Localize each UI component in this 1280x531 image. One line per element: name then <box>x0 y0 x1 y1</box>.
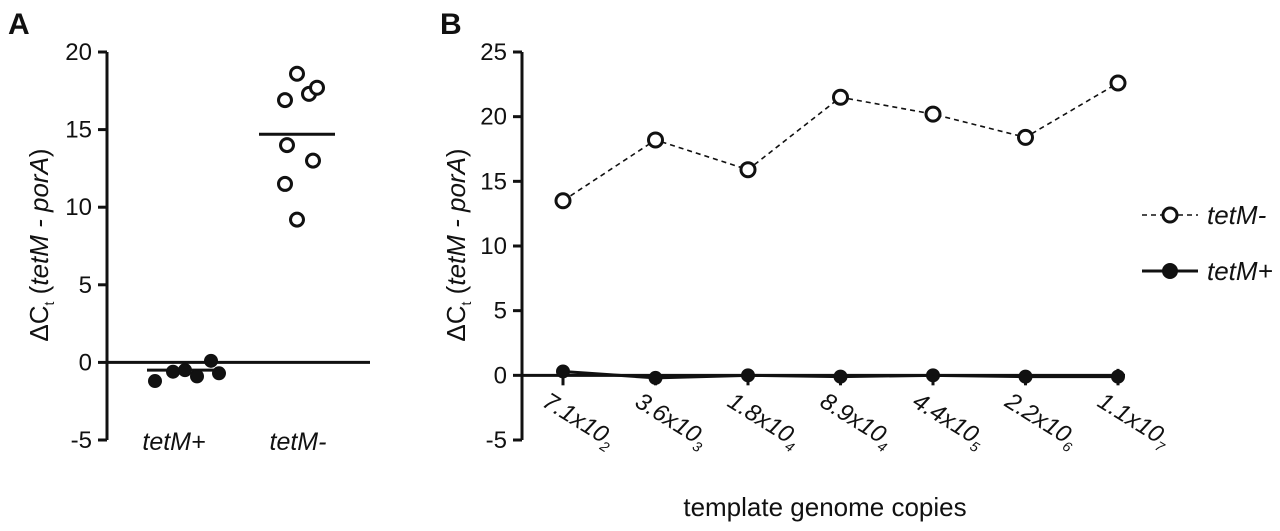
legend: tetM- tetM+ <box>1142 200 1273 286</box>
panel-a-y-tick-label: 10 <box>65 194 92 221</box>
panel-b-x-tick-label: 8.9x104 <box>814 388 898 456</box>
data-point-tetm-plus <box>178 363 192 378</box>
category-label-tetm-minus: tetM- <box>270 428 327 456</box>
panel-b-x-tick-label: 4.4x105 <box>906 388 990 456</box>
data-point-tetm-minus <box>289 65 305 82</box>
panel-b-y-ticks: -5 0 5 10 15 20 25 <box>480 39 522 454</box>
panel-b-label: B <box>440 8 462 41</box>
data-point-tetm-plus <box>148 374 162 389</box>
panel-a-y-tick-label: 5 <box>79 272 92 299</box>
panel-b-x-tick-label: 2.2x106 <box>998 387 1083 455</box>
panel-b-y-axis <box>520 52 1125 440</box>
panel-a-y-axis <box>105 52 370 440</box>
data-point-tetm-plus <box>190 369 204 384</box>
data-point-tetm-minus <box>647 131 664 149</box>
legend-label-tetm-minus: tetM- <box>1207 200 1267 230</box>
panel-a-y-ticks: -5 0 5 10 15 20 <box>65 39 107 454</box>
panel-b-y-tick-label: -5 <box>486 427 507 454</box>
panel-b-y-tick-label: 5 <box>494 298 507 325</box>
category-label-tetm-plus: tetM+ <box>142 428 205 456</box>
data-point-tetm-minus <box>1109 74 1127 92</box>
panel-b-x-axis-label: template genome copies <box>683 492 966 522</box>
data-point-tetm-plus <box>204 353 218 368</box>
panel-b-y-tick-label: 25 <box>480 39 507 66</box>
panel-b-marks <box>554 74 1127 385</box>
panel-a-y-axis-label: ΔCt (tetM - porA) <box>24 148 57 341</box>
panel-a-y-tick-label: 0 <box>79 349 92 376</box>
panel-a-marks <box>147 65 335 389</box>
panel-b-y-tick-label: 15 <box>480 168 507 195</box>
data-point-tetm-minus <box>289 211 305 228</box>
panel-b-lines <box>562 82 1119 380</box>
panel-b-y-tick-label: 10 <box>480 233 507 260</box>
legend-marker-tetm-plus <box>1162 263 1178 279</box>
data-point-tetm-minus <box>279 137 295 154</box>
panel-b: B -5 0 5 10 15 20 25 ΔCt (tetM - porA) 7.1x102… <box>440 8 1273 522</box>
panel-b-x-tick-label: 1.8x104 <box>721 388 805 456</box>
panel-a-y-tick-label: 20 <box>65 39 92 66</box>
data-point-tetm-minus <box>739 161 757 179</box>
panel-b-y-tick-label: 0 <box>494 362 507 389</box>
data-point-tetm-minus <box>309 79 325 96</box>
panel-b-x-ticks: 7.1x102 3.6x103 1.8x104 8.9x104 4.4x105 2.2x1… <box>536 375 1176 456</box>
panel-b-x-tick-label: 7.1x102 <box>536 388 620 456</box>
data-point-tetm-minus <box>832 88 849 106</box>
data-point-tetm-minus <box>1017 128 1034 146</box>
panel-b-x-tick-label: 3.6x103 <box>629 388 713 456</box>
data-point-tetm-minus <box>277 175 293 192</box>
legend-label-tetm-plus: tetM+ <box>1207 256 1273 286</box>
data-point-tetm-minus <box>305 152 321 169</box>
panel-a-label: A <box>8 8 30 41</box>
panel-b-x-tick-label: 1.1x107 <box>1091 388 1176 456</box>
data-point-tetm-minus <box>924 105 942 123</box>
data-point-tetm-plus <box>212 366 226 381</box>
panel-b-y-tick-label: 20 <box>480 104 507 131</box>
data-point-tetm-minus <box>554 192 572 210</box>
legend-marker-tetm-minus <box>1161 206 1179 224</box>
panel-a-y-tick-label: -5 <box>71 427 92 454</box>
panel-b-y-axis-label: ΔCt (tetM - porA) <box>441 148 474 341</box>
panel-a: A -5 0 5 10 15 20 ΔCt (tetM - porA) tetM+ tet… <box>8 8 370 456</box>
panel-a-y-tick-label: 15 <box>65 117 92 144</box>
data-point-tetm-minus <box>277 92 293 109</box>
data-point-tetm-plus <box>166 364 180 379</box>
